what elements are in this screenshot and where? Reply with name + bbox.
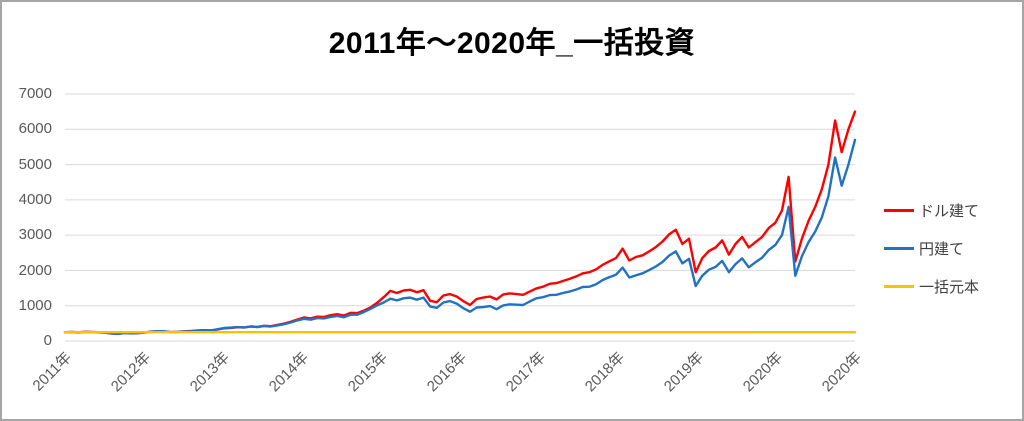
legend-item-dollar: ドル建て: [884, 200, 1022, 220]
blue-line-swatch-icon: [884, 246, 914, 250]
y-axis-label: 2000: [18, 262, 52, 279]
legend-label: 円建て: [919, 240, 965, 258]
orange-line-swatch-icon: [884, 284, 914, 288]
y-axis-label: 5000: [18, 156, 52, 173]
y-axis-label: 1000: [18, 297, 52, 314]
legend-label: 一括元本: [919, 278, 980, 296]
red-line-swatch-icon: [884, 208, 914, 212]
y-axis-label: 0: [43, 332, 52, 349]
legend-item-principal: 一括元本: [884, 276, 1022, 296]
y-axis-label: 3000: [18, 226, 52, 243]
legend-item-yen: 円建て: [884, 238, 1022, 258]
y-axis-label: 4000: [18, 191, 52, 208]
y-axis-label: 6000: [18, 120, 52, 137]
legend-label: ドル建て: [919, 202, 980, 220]
y-axis-label: 7000: [18, 85, 52, 102]
chart-title: 2011年〜2020年_一括投資: [328, 27, 696, 60]
